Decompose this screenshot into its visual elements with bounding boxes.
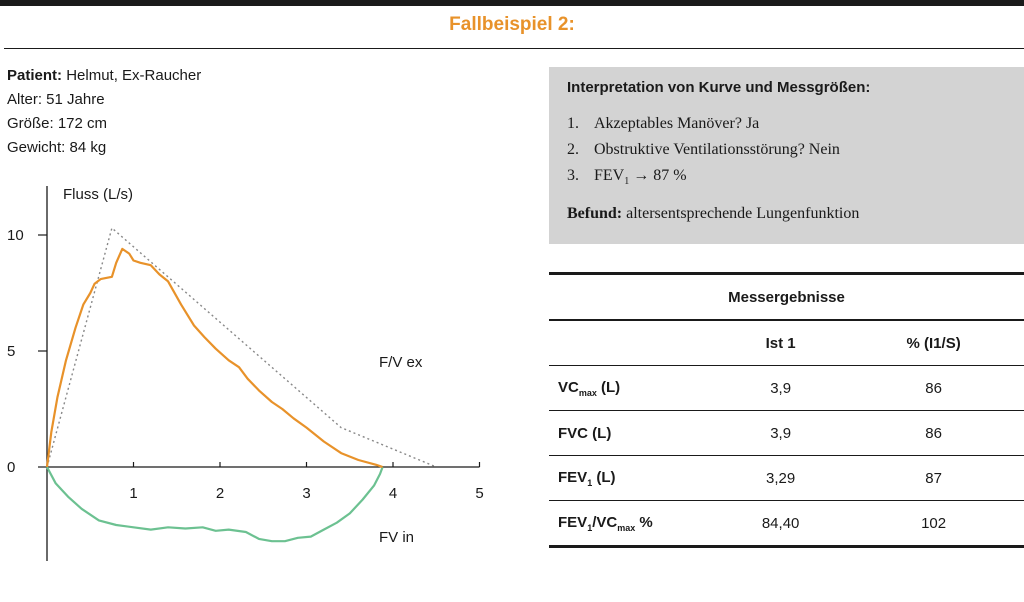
interpretation-list: 1. Akzeptables Manöver? Ja 2. Obstruktive … (567, 111, 1006, 195)
expiration-curve (45, 247, 383, 469)
label-sub-2: max (617, 522, 636, 533)
befund-label: Befund: (567, 205, 623, 223)
table-row: FEV1 (L) 3,29 87 (549, 455, 1024, 501)
label-unit: (L) (596, 378, 621, 396)
cell-ist: 3,29 (718, 455, 844, 501)
cell-pct: 102 (843, 500, 1024, 548)
interpretation-box: Interpretation von Kurve und Messgrößen:… (549, 67, 1024, 244)
item-number: 1. (567, 115, 579, 132)
patient-label: Patient: (7, 67, 63, 84)
label-text: FEV (558, 513, 588, 531)
annotation-fv-in: FV in (379, 529, 414, 546)
interpretation-item: 2. Obstruktive Ventilationsstörung? Nein (567, 137, 1006, 163)
x-tick-label: 5 (475, 485, 483, 502)
results-table: Messergebnisse Ist 1 % (I1/S) VCmax (L) … (549, 272, 1024, 548)
x-tick-label: 2 (216, 485, 224, 502)
cell-pct: 86 (843, 365, 1024, 411)
label-unit: (L) (592, 468, 616, 486)
cell-pct: 86 (843, 410, 1024, 456)
row-label: FVC (L) (549, 410, 718, 456)
patient-weight: Gewicht: 84 kg (7, 139, 107, 156)
annotation-fv-ex: F/V ex (379, 354, 423, 371)
cell-ist: 3,9 (718, 410, 844, 456)
item-subscript: 1 (624, 176, 630, 188)
label-sub: 1 (587, 477, 593, 488)
item-number: 2. (567, 141, 579, 158)
label-sub: max (578, 387, 597, 398)
patient-height: Größe: 172 cm (7, 115, 108, 132)
y-axis-label: Fluss (L/s) (63, 186, 133, 203)
header-ist: Ist 1 (718, 320, 844, 366)
label-text: FEV (558, 468, 588, 486)
patient-name-value: Helmut, Ex-Raucher (66, 67, 202, 84)
table-header-row: Ist 1 % (I1/S) (549, 320, 1024, 366)
title-divider (4, 48, 1024, 49)
label-unit: % (635, 513, 653, 531)
item-text-suffix: → 87 % (629, 167, 687, 184)
label-text: VC (558, 378, 579, 396)
item-text: Obstruktive Ventilationsstörung? Nein (594, 141, 840, 158)
patient-name: Patient: Helmut, Ex-Raucher (7, 64, 201, 88)
table-row: FEV1/VCmax % 84,40 102 (549, 500, 1024, 548)
x-tick-label: 1 (129, 485, 137, 502)
row-label: FEV1 (L) (549, 455, 718, 501)
x-tick-label: 4 (389, 485, 397, 502)
row-label: VCmax (L) (549, 365, 718, 411)
label-text-2: /VC (592, 513, 618, 531)
item-number: 3. (567, 167, 579, 184)
cell-ist: 84,40 (718, 500, 844, 548)
y-tick-label: 10 (7, 227, 24, 244)
header-empty (549, 320, 718, 366)
befund: Befund: altersentsprechende Lungenfunkti… (567, 205, 1006, 223)
y-tick-label: 5 (7, 343, 15, 360)
header-pct: % (I1/S) (843, 320, 1024, 366)
top-rule (0, 0, 1024, 6)
interpretation-title: Interpretation von Kurve und Messgrößen: (567, 79, 871, 96)
item-text-prefix: FEV (594, 167, 625, 184)
table-caption-row: Messergebnisse (549, 272, 1024, 321)
page-title: Fallbeispiel 2: (449, 14, 575, 35)
y-tick-label: 0 (7, 459, 15, 476)
flow-volume-chart: 1 2 3 4 5 10 5 0 Fluss (L/s) F/V ex FV in (7, 186, 484, 561)
item-text: Akzeptables Manöver? Ja (594, 115, 760, 132)
label-sub: 1 (587, 522, 593, 533)
cell-pct: 87 (843, 455, 1024, 501)
x-tick-label: 3 (302, 485, 310, 502)
interpretation-item: 1. Akzeptables Manöver? Ja (567, 111, 1006, 137)
chart-layer: 1 2 3 4 5 10 5 0 Fluss (L/s) F/V ex FV in (7, 186, 484, 561)
interpretation-item: 3. FEV1 → 87 % (567, 163, 1006, 195)
table-row: VCmax (L) 3,9 86 (549, 365, 1024, 411)
row-label: FEV1/VCmax % (549, 500, 718, 548)
table-row: FVC (L) 3,9 86 (549, 410, 1024, 456)
cell-ist: 3,9 (718, 365, 844, 411)
table-caption: Messergebnisse (549, 272, 1024, 321)
patient-age: Alter: 51 Jahre (7, 91, 105, 108)
inspiration-curve (46, 466, 384, 543)
predicted-curve (46, 227, 437, 468)
befund-text: altersentsprechende Lungenfunktion (622, 205, 860, 223)
patient-info: Patient: Helmut, Ex-Raucher Alter: 51 Ja… (7, 64, 201, 160)
